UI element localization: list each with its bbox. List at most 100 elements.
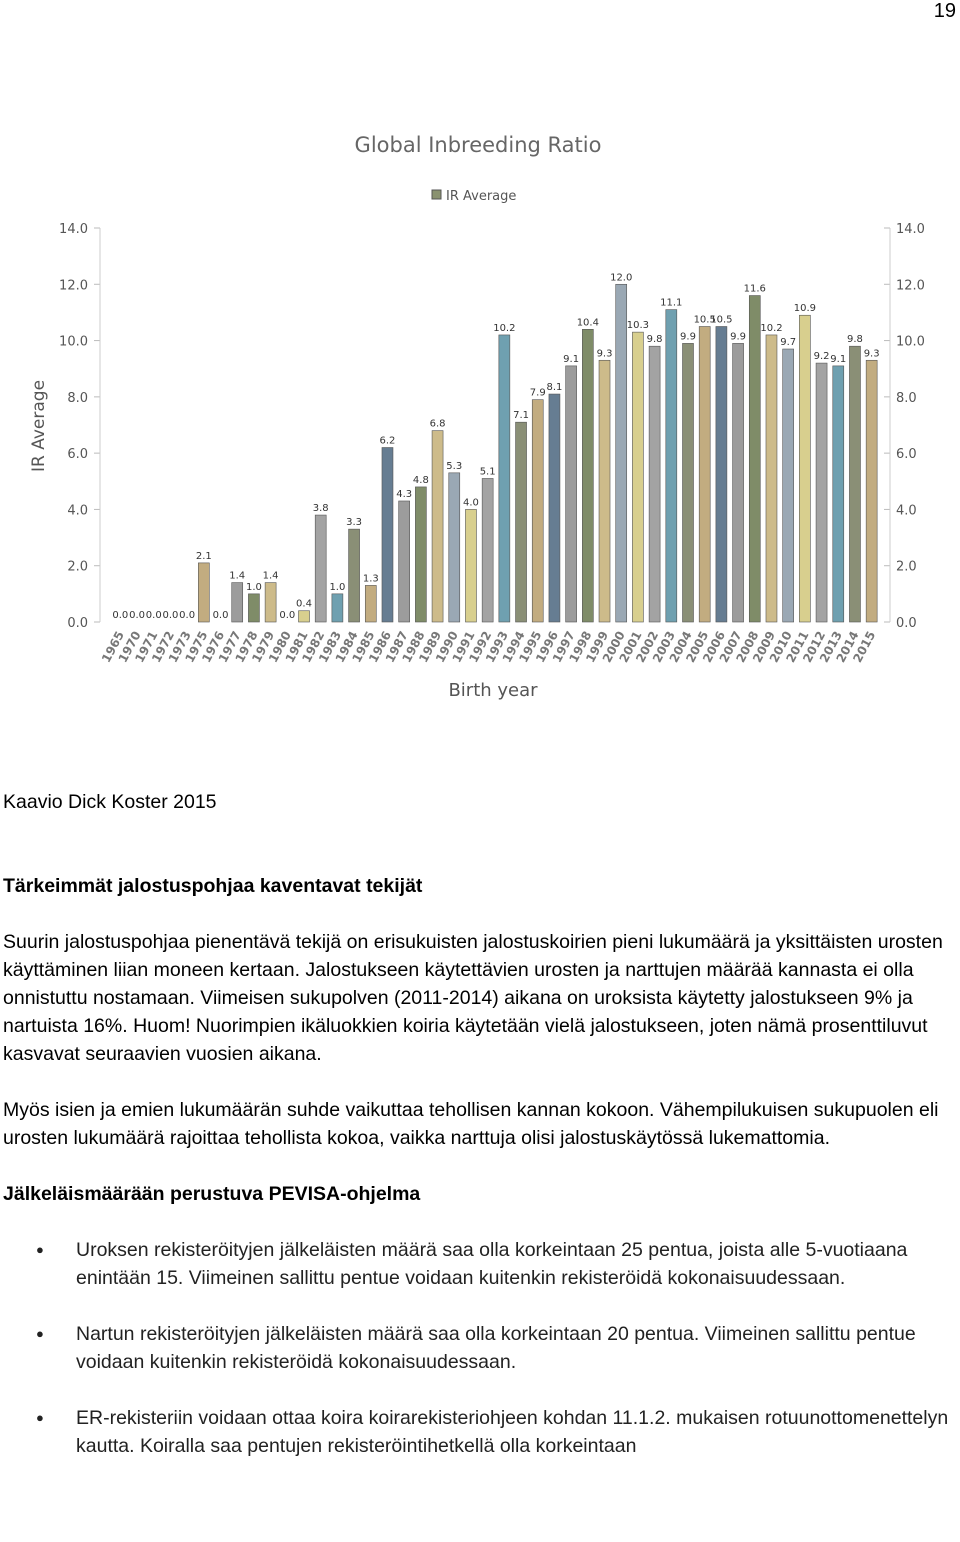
bar xyxy=(531,399,544,623)
value-label: 5.1 xyxy=(480,466,496,477)
y2-tick-label: 4.0 xyxy=(896,503,917,518)
legend-swatch xyxy=(431,189,442,200)
bar xyxy=(865,359,878,623)
value-label: 9.7 xyxy=(780,337,796,348)
value-label: 3.8 xyxy=(313,503,329,514)
bar xyxy=(431,430,444,623)
bar xyxy=(832,365,845,623)
y-tick-label: 14.0 xyxy=(59,222,88,237)
y2-tick-label: 14.0 xyxy=(896,222,925,237)
value-label: 9.8 xyxy=(847,334,863,345)
value-label: 9.2 xyxy=(814,351,830,362)
value-label: 10.5 xyxy=(694,315,716,326)
y2-tick-label: 0.0 xyxy=(896,616,917,631)
chart: Global Inbreeding Ratio IR Average IR Aver… xyxy=(29,133,925,701)
bar xyxy=(815,362,828,623)
bullet: ER-rekisteriin voidaan ottaa koira koira… xyxy=(3,1404,955,1460)
bar xyxy=(565,365,577,623)
value-label: 4.0 xyxy=(463,497,479,508)
y2-tick-label: 2.0 xyxy=(896,560,917,575)
y-tick-label: 10.0 xyxy=(59,335,88,350)
value-label: 9.9 xyxy=(730,331,746,342)
value-label: 6.8 xyxy=(430,419,446,430)
value-label: 7.1 xyxy=(513,410,529,421)
value-label: 2.1 xyxy=(196,551,212,562)
bar xyxy=(582,329,594,623)
bar xyxy=(515,421,527,623)
value-label: 9.1 xyxy=(563,354,579,365)
bar xyxy=(615,283,628,623)
value-label: 1.3 xyxy=(363,573,379,584)
value-label: 10.2 xyxy=(760,323,782,334)
value-label: 1.0 xyxy=(246,582,262,593)
y2-tick-label: 6.0 xyxy=(896,447,917,462)
bar xyxy=(799,314,811,623)
caption-text: Kaavio Dick Koster 2015 xyxy=(3,791,217,813)
value-label: 10.3 xyxy=(627,320,649,331)
page-number: 19 xyxy=(933,0,956,22)
value-label: 10.4 xyxy=(577,317,599,328)
value-label: 3.3 xyxy=(346,517,362,528)
value-label: 0.0 xyxy=(179,610,195,621)
y-tick-label: 6.0 xyxy=(67,447,88,462)
bar xyxy=(849,345,861,623)
bar xyxy=(298,610,310,623)
bar xyxy=(548,393,561,623)
y-tick-label: 2.0 xyxy=(67,560,88,575)
value-label: 0.0 xyxy=(162,610,178,621)
legend-label: IR Average xyxy=(446,189,516,204)
value-label: 0.0 xyxy=(112,610,128,621)
bar xyxy=(481,478,494,623)
bar xyxy=(364,585,377,623)
bar xyxy=(398,500,410,623)
caption: Kaavio Dick Koster 2015 xyxy=(3,788,955,816)
value-label: 4.8 xyxy=(413,475,429,486)
bar xyxy=(765,334,778,623)
paragraph: Myös isien ja emien lukumäärän suhde vai… xyxy=(3,1099,939,1149)
bar xyxy=(198,562,210,623)
y2-tick-label: 12.0 xyxy=(896,278,925,293)
bullet: Nartun rekisteröityjen jälkeläisten määr… xyxy=(3,1320,955,1376)
bar xyxy=(665,309,678,623)
value-label: 0.4 xyxy=(296,599,312,610)
y2-tick-label: 8.0 xyxy=(896,391,917,406)
heading: Tärkeimmät jalostuspohjaa kaventavat tek… xyxy=(3,875,423,897)
section: Tärkeimmät jalostuspohjaa kaventavat tek… xyxy=(3,872,955,1488)
y2-tick-label: 10.0 xyxy=(896,335,925,350)
bar xyxy=(598,359,611,623)
x-axis-title: Birth year xyxy=(448,680,538,701)
value-label: 10.5 xyxy=(710,315,732,326)
bar xyxy=(331,593,344,623)
bullet-list: Uroksen rekisteröityjen jälkeläisten mää… xyxy=(3,1236,955,1460)
value-label: 8.1 xyxy=(546,382,562,393)
value-label: 6.2 xyxy=(380,436,396,447)
bar xyxy=(465,509,477,623)
bar xyxy=(415,486,427,623)
value-label: 11.6 xyxy=(744,284,766,295)
bar xyxy=(732,343,744,623)
value-label: 9.8 xyxy=(647,334,663,345)
value-label: 1.0 xyxy=(329,582,345,593)
value-label: 0.0 xyxy=(279,610,295,621)
y-axis-title: IR Average xyxy=(29,380,49,472)
bar xyxy=(264,582,277,623)
bar xyxy=(632,331,644,623)
value-label: 0.0 xyxy=(213,610,229,621)
bar xyxy=(448,472,461,623)
bar xyxy=(231,582,244,623)
heading: Jälkeläismäärään perustuva PEVISA-ohjelm… xyxy=(3,1183,421,1205)
value-label: 4.3 xyxy=(396,489,412,500)
value-label: 1.4 xyxy=(229,571,245,582)
value-label: 5.3 xyxy=(446,461,462,472)
value-label: 10.2 xyxy=(493,323,515,334)
bar xyxy=(348,528,360,623)
value-label: 1.4 xyxy=(263,571,279,582)
bar xyxy=(682,343,694,623)
bullet: Uroksen rekisteröityjen jälkeläisten mää… xyxy=(3,1236,955,1292)
value-label: 7.9 xyxy=(530,388,546,399)
bar xyxy=(498,334,511,623)
bar xyxy=(715,326,728,623)
value-label: 9.9 xyxy=(680,331,696,342)
bar xyxy=(698,326,711,623)
